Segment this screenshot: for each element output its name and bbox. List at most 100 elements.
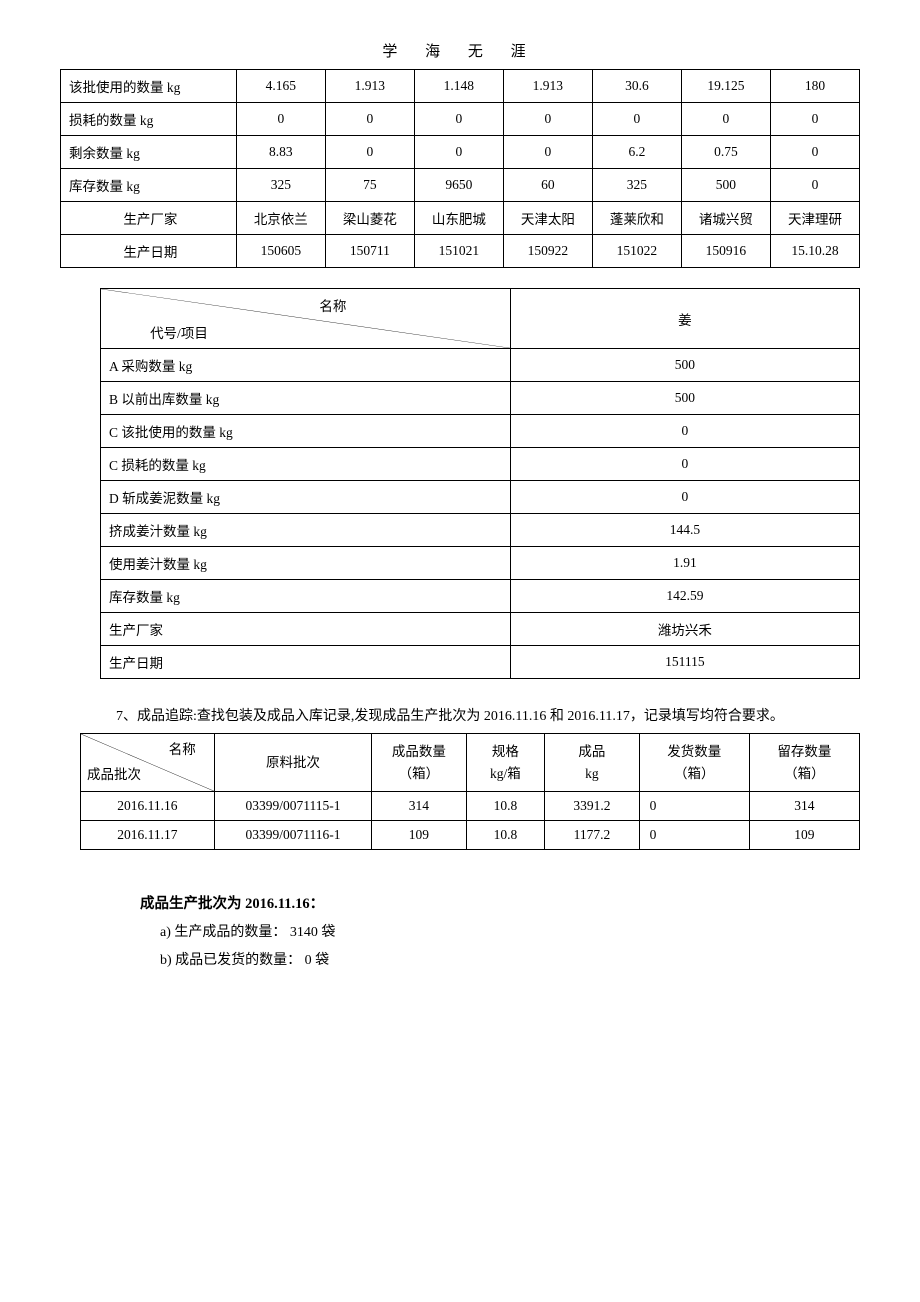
material-usage-table: 该批使用的数量 kg4.1651.9131.1481.91330.619.125…	[60, 69, 860, 268]
section-7-text: 7、成品追踪:查找包装及成品入库记录,发现成品生产批次为 2016.11.16 …	[60, 703, 860, 731]
cell: 6.2	[592, 136, 681, 169]
cell: 0	[510, 448, 859, 481]
cell: 0	[503, 103, 592, 136]
table-row: 2016.11.1703399/0071116-110910.81177.201…	[81, 821, 860, 850]
diag-top-label: 名称	[169, 739, 196, 761]
cell: 150605	[236, 235, 325, 268]
row-label: 库存数量 kg	[61, 169, 237, 202]
row-label: C 损耗的数量 kg	[101, 448, 511, 481]
cell: 1.913	[503, 70, 592, 103]
cell: 314	[372, 792, 466, 821]
page-header: 学 海 无 涯	[60, 40, 860, 61]
cell: 天津理研	[770, 202, 859, 235]
cell: 151022	[592, 235, 681, 268]
column-header-ginger: 姜	[510, 289, 859, 349]
row-label: 使用姜汁数量 kg	[101, 547, 511, 580]
row-label: 该批使用的数量 kg	[61, 70, 237, 103]
cell: 0	[510, 415, 859, 448]
col-header: 留存数量（箱）	[749, 734, 859, 792]
batch-cell: 2016.11.17	[81, 821, 215, 850]
diag-bottom-label: 代号/项目	[150, 322, 208, 342]
cell: 0	[592, 103, 681, 136]
cell: 500	[510, 349, 859, 382]
cell: 0	[770, 136, 859, 169]
cell: 151021	[414, 235, 503, 268]
cell: 1.913	[325, 70, 414, 103]
cell: 75	[325, 169, 414, 202]
table-row: 库存数量 kg325759650603255000	[61, 169, 860, 202]
row-label: 剩余数量 kg	[61, 136, 237, 169]
table-row: 损耗的数量 kg0000000	[61, 103, 860, 136]
cell: 4.165	[236, 70, 325, 103]
cell: 蓬莱欣和	[592, 202, 681, 235]
col-header: 成品数量（箱）	[372, 734, 466, 792]
batch-section-title: 成品生产批次为 2016.11.16：	[60, 890, 860, 919]
diagonal-header-cell: 名称 代号/项目	[101, 289, 511, 349]
cell: 0	[414, 103, 503, 136]
cell: 180	[770, 70, 859, 103]
row-label: 生产厂家	[101, 613, 511, 646]
row-label: 库存数量 kg	[101, 580, 511, 613]
cell: 0	[770, 169, 859, 202]
cell: 15.10.28	[770, 235, 859, 268]
cell: 0.75	[681, 136, 770, 169]
row-label: 挤成姜汁数量 kg	[101, 514, 511, 547]
cell: 潍坊兴禾	[510, 613, 859, 646]
cell: 109	[372, 821, 466, 850]
row-label: 生产日期	[101, 646, 511, 679]
cell: 314	[749, 792, 859, 821]
cell: 03399/0071115-1	[214, 792, 371, 821]
batch-cell: 2016.11.16	[81, 792, 215, 821]
cell: 0	[503, 136, 592, 169]
col-header: 发货数量（箱）	[639, 734, 749, 792]
row-label: 损耗的数量 kg	[61, 103, 237, 136]
row-label: A 采购数量 kg	[101, 349, 511, 382]
diagonal-header-cell: 名称 成品批次	[81, 734, 215, 792]
cell: 325	[592, 169, 681, 202]
cell: 梁山菱花	[325, 202, 414, 235]
table-row: 挤成姜汁数量 kg144.5	[101, 514, 860, 547]
diag-top-label: 名称	[319, 295, 346, 315]
cell: 9650	[414, 169, 503, 202]
cell: 1.91	[510, 547, 859, 580]
table-row: 生产日期151115	[101, 646, 860, 679]
row-label: D 斩成姜泥数量 kg	[101, 481, 511, 514]
cell: 诸城兴贸	[681, 202, 770, 235]
cell: 0	[681, 103, 770, 136]
cell: 0	[639, 821, 749, 850]
table-row: C 损耗的数量 kg0	[101, 448, 860, 481]
cell: 10.8	[466, 792, 545, 821]
col-header: 规格kg/箱	[466, 734, 545, 792]
table-row: 该批使用的数量 kg4.1651.9131.1481.91330.619.125…	[61, 70, 860, 103]
table-row: 库存数量 kg142.59	[101, 580, 860, 613]
product-tracking-table: 名称 成品批次 原料批次 成品数量（箱） 规格kg/箱 成品kg 发货数量（箱）…	[80, 733, 860, 850]
cell: 0	[770, 103, 859, 136]
table-row: 生产厂家北京依兰梁山菱花山东肥城天津太阳蓬莱欣和诸城兴贸天津理研	[61, 202, 860, 235]
cell: 山东肥城	[414, 202, 503, 235]
cell: 60	[503, 169, 592, 202]
diag-bottom-label: 成品批次	[87, 764, 141, 786]
cell: 天津太阳	[503, 202, 592, 235]
cell: 10.8	[466, 821, 545, 850]
cell: 0	[236, 103, 325, 136]
table-row: A 采购数量 kg500	[101, 349, 860, 382]
cell: 北京依兰	[236, 202, 325, 235]
table-row: 剩余数量 kg8.830006.20.750	[61, 136, 860, 169]
cell: 150711	[325, 235, 414, 268]
table-row: 2016.11.1603399/0071115-131410.83391.203…	[81, 792, 860, 821]
ginger-detail-table: 名称 代号/项目 姜 A 采购数量 kg500B 以前出库数量 kg500 C 该…	[100, 288, 860, 679]
row-label: 生产厂家	[61, 202, 237, 235]
cell: 150922	[503, 235, 592, 268]
table-row: 生产日期150605150711151021150922151022150916…	[61, 235, 860, 268]
table-row: 生产厂家潍坊兴禾	[101, 613, 860, 646]
cell: 325	[236, 169, 325, 202]
col-header: 成品kg	[545, 734, 639, 792]
cell: 0	[325, 136, 414, 169]
row-label: 生产日期	[61, 235, 237, 268]
row-label: B 以前出库数量 kg	[101, 382, 511, 415]
cell: 151115	[510, 646, 859, 679]
cell: 109	[749, 821, 859, 850]
row-label: C 该批使用的数量 kg	[101, 415, 511, 448]
cell: 150916	[681, 235, 770, 268]
table-row: 使用姜汁数量 kg1.91	[101, 547, 860, 580]
